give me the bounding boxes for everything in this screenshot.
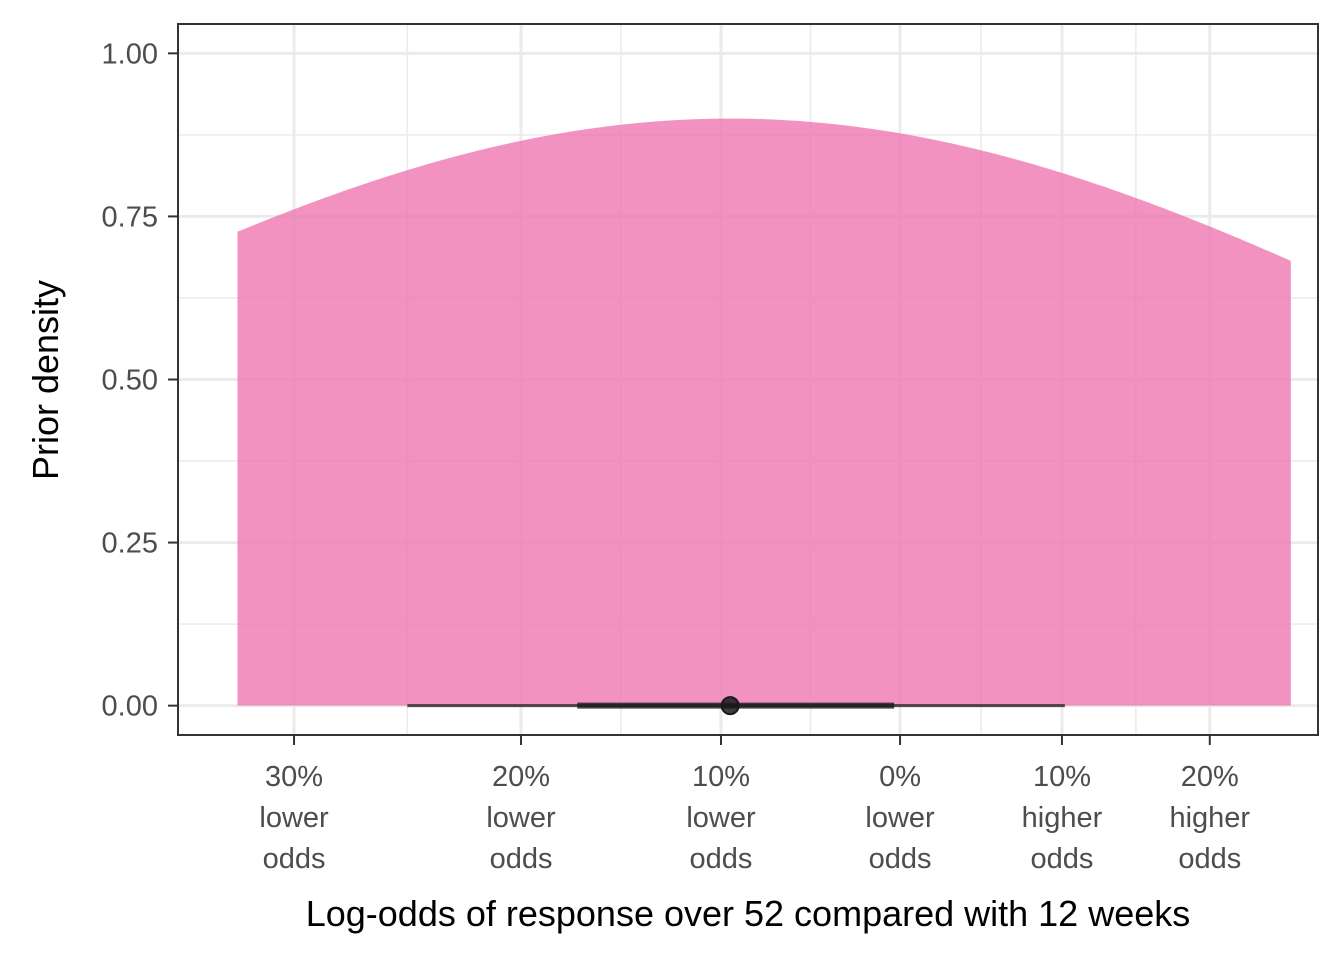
x-tick-label: 10% lower odds: [686, 761, 756, 875]
y-tick-label: 0.25: [102, 528, 158, 560]
y-tick-label: 1.00: [102, 38, 158, 70]
x-tick-label: 0% lower odds: [865, 761, 935, 875]
x-axis: 30% lower odds 20% lower odds 10% lower odds 0% lo…: [259, 735, 1250, 875]
y-tick-label: 0.50: [102, 365, 158, 397]
x-tick-label: 30% lower odds: [259, 761, 329, 875]
y-axis-title: Prior density: [25, 280, 66, 480]
x-tick-label: 20% higher odds: [1169, 761, 1250, 875]
x-tick-label: 20% lower odds: [486, 761, 556, 875]
y-tick-label: 0.75: [102, 201, 158, 233]
y-tick-label: 0.00: [102, 691, 158, 723]
y-axis: 0.00 0.25 0.50 0.75 1.00: [102, 38, 178, 723]
median-point: [720, 696, 740, 716]
prior-density-area: [237, 118, 1291, 706]
density-area-layer: [237, 118, 1291, 706]
x-tick-label: 10% higher odds: [1022, 761, 1103, 875]
x-axis-title: Log-odds of response over 52 compared wi…: [306, 893, 1191, 934]
point-interval-layer: [407, 696, 1065, 716]
